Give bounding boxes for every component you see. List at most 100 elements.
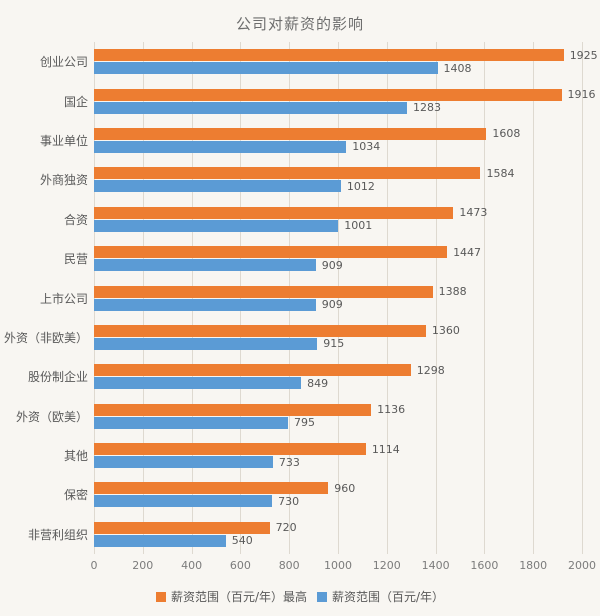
bar-max	[94, 443, 366, 456]
bar-value-label: 1360	[431, 324, 460, 338]
bar-group: 960 730	[94, 475, 582, 514]
category-label: 上市公司	[39, 291, 88, 306]
bar-value-label: 1001	[344, 219, 373, 233]
bar-group: 1114 733	[94, 436, 582, 475]
bar-base	[94, 495, 273, 508]
bar-base	[94, 62, 438, 75]
bar-line: 1012	[94, 180, 582, 193]
bar-line: 1360	[94, 324, 582, 337]
bar-line: 720	[94, 521, 582, 534]
bar-group: 1447 909	[94, 239, 582, 278]
bar-line: 909	[94, 259, 582, 272]
bar-value-label: 849	[307, 376, 329, 390]
bar-value-label: 909	[321, 258, 343, 272]
bar-line: 960	[94, 482, 582, 495]
bar-line: 1034	[94, 140, 582, 153]
x-tick-label: 2000	[568, 559, 596, 572]
bar-value-label: 1408	[443, 61, 472, 75]
legend-swatch-max-icon	[155, 591, 166, 602]
category-axis: 创业公司 国企 事业单位 外商独资 合资 民营 上市公司 外资（非欧美） 股份制企业 外资（欧美）…	[0, 42, 88, 554]
bar-line: 1136	[94, 403, 582, 416]
category-label: 保密	[63, 488, 88, 503]
category-label: 其他	[63, 449, 88, 464]
gridline	[338, 42, 339, 554]
category-label: 创业公司	[39, 55, 88, 70]
bar-max	[94, 206, 454, 219]
bar-value-label: 1114	[371, 442, 400, 456]
bar-line: 1447	[94, 246, 582, 259]
bar-value-label: 1136	[377, 403, 406, 417]
bar-group: 1473 1001	[94, 200, 582, 239]
bar-base	[94, 140, 347, 153]
x-tick-label: 1600	[470, 559, 499, 572]
bar-line: 915	[94, 337, 582, 350]
bar-group: 1584 1012	[94, 160, 582, 199]
bar-rows: 1925 1408 1916 1283 1608 1034 1584 1012 1473 1001…	[94, 42, 598, 554]
bar-group: 1925 1408	[94, 42, 598, 81]
category-label: 外资（欧美）	[15, 409, 88, 424]
bar-value-label: 909	[321, 298, 343, 312]
category-label: 合资	[63, 212, 88, 227]
bar-line: 849	[94, 377, 582, 390]
legend-label-base: 薪资范围（百元/年）	[332, 590, 445, 604]
x-tick-label: 1400	[421, 559, 450, 572]
bar-value-label: 1388	[438, 285, 467, 299]
bar-line: 540	[94, 534, 582, 547]
bar-line: 1283	[94, 101, 582, 114]
plot-area: 1925 1408 1916 1283 1608 1034 1584 1012 1473 1001…	[94, 42, 598, 554]
x-tick-label: 200	[132, 559, 154, 572]
bar-line: 1584	[94, 167, 582, 180]
x-tick-label: 800	[278, 559, 300, 572]
bar-value-label: 1608	[492, 127, 521, 141]
chart-title: 公司对薪资的影响	[235, 15, 364, 33]
bar-base	[94, 180, 341, 193]
bar-group: 720 540	[94, 515, 582, 554]
bar-value-label: 1584	[486, 166, 515, 180]
bar-base	[94, 416, 288, 429]
bar-value-label: 1925	[569, 48, 598, 62]
x-axis: 0 200 400 600 800 1000 1200 1400 1600 1800 2000	[90, 559, 597, 575]
bar-value-label: 1298	[416, 363, 445, 377]
x-tick-label: 600	[229, 559, 251, 572]
category-label: 外商独资	[39, 173, 88, 188]
gridline	[94, 42, 95, 554]
bar-value-label: 720	[275, 521, 297, 535]
bar-line: 1925	[94, 49, 598, 62]
bar-max	[94, 285, 433, 298]
x-tick-label: 400	[181, 559, 203, 572]
legend: 薪资范围（百元/年）最高 薪资范围（百元/年）	[0, 588, 600, 605]
bar-base	[94, 219, 339, 232]
category-label: 非营利组织	[27, 527, 88, 542]
bar-value-label: 1916	[567, 88, 596, 102]
category-label: 外资（非欧美）	[3, 330, 88, 345]
bar-line: 730	[94, 495, 582, 508]
bar-value-label: 1012	[346, 179, 375, 193]
bar-max	[94, 49, 564, 62]
gridline	[240, 42, 242, 554]
bar-max	[94, 127, 487, 140]
legend-item-base: 薪资范围（百元/年）	[317, 588, 444, 605]
legend-item-max: 薪资范围（百元/年）最高	[155, 588, 307, 605]
bar-base	[94, 534, 226, 547]
bar-max	[94, 167, 481, 180]
bar-group: 1388 909	[94, 278, 582, 317]
gridline	[191, 42, 193, 554]
bar-max	[94, 324, 426, 337]
bar-value-label: 730	[278, 494, 300, 508]
bar-line: 909	[94, 298, 582, 311]
bar-group: 1360 915	[94, 318, 582, 357]
bar-line: 795	[94, 416, 582, 429]
bar-value-label: 733	[278, 455, 300, 469]
bar-line: 1916	[94, 88, 596, 101]
bar-line: 1388	[94, 285, 582, 298]
bar-group: 1136 795	[94, 397, 582, 436]
bar-max	[94, 521, 270, 534]
x-tick-label: 0	[90, 559, 98, 572]
bar-line: 1608	[94, 127, 582, 140]
gridline	[386, 42, 388, 554]
bar-max	[94, 246, 448, 259]
category-label: 股份制企业	[27, 370, 88, 385]
bar-base	[94, 298, 316, 311]
bar-value-label: 1034	[352, 140, 381, 154]
